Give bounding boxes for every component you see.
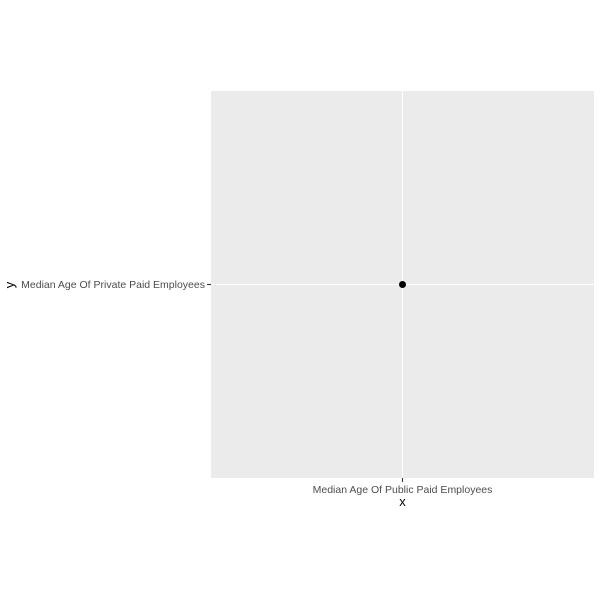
tick-labels: Median Age Of Public Paid Employees Media… [21, 279, 492, 496]
y-tick-label: Median Age Of Private Paid Employees [21, 279, 205, 291]
y-axis-title: y [2, 281, 17, 288]
data-point [399, 281, 406, 288]
data-points [399, 281, 406, 288]
axis-ticks [207, 283, 404, 482]
x-tick-label: Median Age Of Public Paid Employees [313, 484, 493, 496]
x-axis-title: x [399, 494, 406, 509]
